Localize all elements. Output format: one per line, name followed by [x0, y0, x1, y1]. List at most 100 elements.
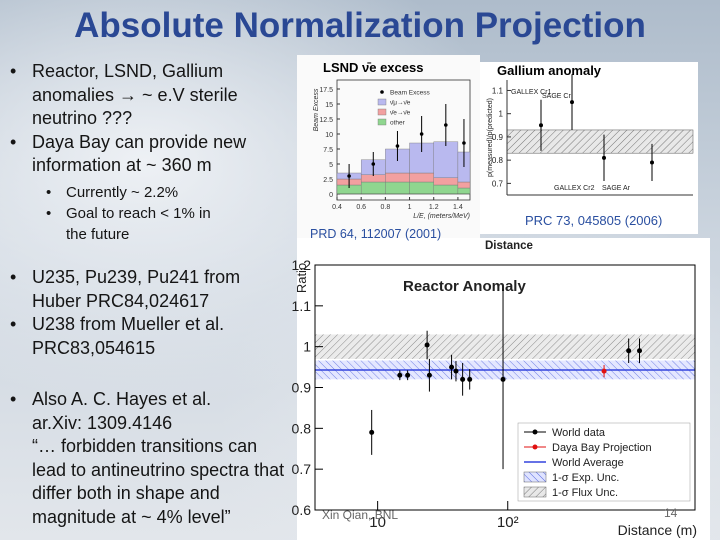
- data-point: [626, 348, 632, 354]
- bullet-line: anomalies → ~ e.V sterile: [32, 84, 238, 105]
- data-point: [453, 368, 459, 374]
- plot-frame: [336, 79, 471, 201]
- data-point: [369, 429, 375, 435]
- x-tick-label: 0.6: [356, 204, 366, 211]
- bullet-line: Huber PRC84,024617: [32, 290, 210, 311]
- y-axis-label: Beam Excess: [313, 88, 320, 131]
- legend-swatch: [377, 108, 387, 116]
- citation: PRD 64, 112007 (2001): [310, 227, 441, 241]
- legend-swatch: [523, 486, 547, 498]
- y-tick-label: 0.7: [292, 461, 312, 477]
- histogram-segment: [433, 177, 459, 186]
- x-axis-label: L/E, (meters/MeV): [413, 213, 470, 220]
- bullet-line: “… forbidden transitions can: [32, 436, 258, 456]
- bullet-item: • U235, Pu239, Pu241 from Huber PRC84,0246…: [10, 266, 240, 313]
- y-tick-label: 1.1: [492, 86, 504, 95]
- y-tick-label: 0.8: [292, 420, 312, 436]
- data-point: [539, 123, 543, 128]
- histogram-segment: [409, 181, 434, 195]
- y-tick-label: 0: [329, 192, 333, 199]
- bullet-dot: •: [46, 204, 52, 222]
- y-tick-label: 0.9: [492, 133, 504, 142]
- y-tick-label: 12.5: [319, 117, 333, 124]
- legend-label: World data: [552, 427, 606, 439]
- x-axis-label: Distance (m): [618, 522, 697, 538]
- histogram-segment: [385, 172, 410, 183]
- data-point: [371, 162, 376, 166]
- y-tick-label: 1.2: [292, 257, 312, 273]
- bullet-dot: •: [10, 131, 17, 152]
- sub-bullet-item: • Currently ~ 2.2%: [10, 182, 246, 203]
- page-number: 14: [664, 506, 678, 520]
- bullet-line: differ both in shape and: [32, 483, 220, 503]
- bullet-line: U238 from Mueller et al.: [32, 314, 225, 334]
- y-tick-label: 2.5: [323, 177, 333, 184]
- data-point: [444, 123, 448, 127]
- x-tick-label: 10: [369, 514, 386, 531]
- bullet-line: ar.Xiv: 1309.4146: [32, 412, 173, 433]
- x-tick-label: 1: [408, 204, 412, 211]
- histogram-segment: [385, 181, 410, 195]
- author: Xin Qian, BNL: [322, 508, 399, 522]
- bullet-line: Also A. C. Hayes et al.: [32, 389, 212, 409]
- bullet-item: • U238 from Mueller et al. PRC83,054615: [10, 313, 240, 360]
- data-point: [347, 174, 351, 178]
- legend-marker: [380, 90, 384, 94]
- y-tick-label: 1: [499, 110, 504, 119]
- y-tick-label: 0.7: [492, 179, 504, 188]
- data-point: [397, 372, 403, 378]
- data-point: [601, 368, 607, 374]
- legend-marker: [532, 444, 538, 450]
- uncertainty-band: [506, 129, 694, 154]
- slide-title: Absolute Normalization Projection: [74, 6, 646, 45]
- bullet-line: Currently ~ 2.2%: [66, 183, 179, 201]
- data-point: [424, 342, 430, 348]
- data-point: [405, 372, 411, 378]
- data-point: [462, 141, 466, 145]
- y-tick-label: 5: [329, 162, 333, 169]
- bullet-line: magnitude at ~ 4% level”: [32, 506, 231, 527]
- citation: PRC 73, 045805 (2006): [525, 213, 662, 228]
- point-label: GALLEX Cr2: [554, 185, 595, 192]
- histogram-segment: [360, 181, 386, 195]
- bullet-line: the future: [66, 225, 130, 243]
- histogram-segment: [433, 141, 459, 179]
- data-point: [419, 132, 424, 136]
- bullet-line: Daya Bay can provide new: [32, 131, 247, 152]
- bullet-line: neutrino ???: [32, 108, 133, 128]
- legend-label: Beam Excess: [390, 90, 430, 97]
- point-label: SAGE Cr: [542, 93, 571, 100]
- x-tick-label: 0.8: [380, 204, 390, 211]
- y-tick-label: 0.6: [292, 502, 312, 518]
- x-tick-label: 1.2: [429, 204, 439, 211]
- x-tick-label: 0.4: [332, 204, 342, 211]
- data-point: [395, 144, 400, 148]
- legend-swatch: [377, 98, 387, 106]
- figure-title: Gallium anomaly: [497, 63, 602, 78]
- histogram-segment: [433, 184, 459, 195]
- bullet-item: • Reactor, LSND, Gallium anomalies → ~ e.V…: [10, 60, 246, 131]
- bullet-group: • U235, Pu239, Pu241 from Huber PRC84,0246…: [10, 266, 240, 360]
- figure-title: LSND ν̄e excess: [323, 60, 423, 75]
- data-point: [426, 372, 432, 378]
- histogram-segment: [457, 187, 471, 195]
- bullet-dot: •: [10, 389, 17, 409]
- bullet-line: Reactor, LSND, Gallium: [32, 61, 224, 81]
- legend-label: ν̄μ→ν̄e: [390, 100, 411, 107]
- bullet-line: U235, Pu239, Pu241 from: [32, 267, 241, 287]
- y-tick-label: 7.5: [323, 147, 333, 154]
- legend-box: [517, 422, 691, 502]
- y-tick-label: 15: [325, 102, 333, 109]
- point-label: SAGE Ar: [602, 185, 631, 192]
- y-tick-label: 0.9: [292, 380, 312, 396]
- legend-label: 1-σ Exp. Unc.: [552, 472, 619, 484]
- bullet-line: lead to antineutrino spectra that: [32, 459, 285, 480]
- bullet-dot: •: [10, 267, 17, 287]
- uncertainty-band: [315, 334, 695, 359]
- legend-label: Daya Bay Projection: [552, 442, 652, 454]
- data-point: [467, 376, 473, 382]
- legend-label: ν̄e→ν̄e: [390, 110, 411, 117]
- data-point: [449, 364, 455, 370]
